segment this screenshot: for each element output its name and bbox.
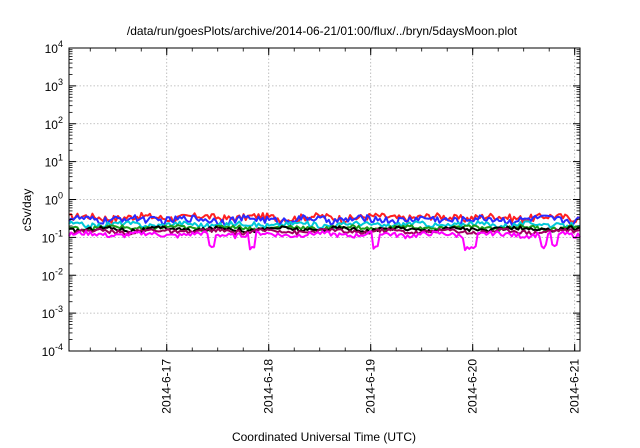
x-tick-label: 2014-6-18: [262, 359, 276, 414]
y-tick-label: 10-2: [42, 266, 63, 283]
y-tick-label: 104: [45, 39, 63, 56]
x-tick-labels: 2014-6-17 2014-6-18 2014-6-19 2014-6-20 2014…: [160, 359, 582, 414]
y-tick-label: 103: [45, 77, 63, 94]
y-tick-label: 101: [45, 153, 63, 170]
y-tick-label: 10-4: [42, 342, 63, 359]
series-line: [68, 220, 581, 230]
y-tick-label: 10-3: [42, 304, 63, 321]
series-line: [68, 214, 581, 227]
x-tick-label: 2014-6-19: [364, 359, 378, 414]
y-tick-label: 10-1: [42, 228, 63, 245]
y-tick-labels: 10-4 10-3 10-2 10-1 100 101 102 103 104: [42, 39, 63, 359]
y-tick-label: 102: [45, 115, 63, 132]
x-tick-label: 2014-6-20: [466, 359, 480, 414]
axis-ticks: [69, 47, 580, 352]
series-line: [68, 227, 581, 236]
series-line: [68, 230, 581, 252]
x-axis-label: Coordinated Universal Time (UTC): [232, 430, 416, 444]
x-tick-label: 2014-6-21: [568, 359, 582, 414]
grid-lines: [69, 48, 580, 351]
x-tick-label: 2014-6-17: [160, 359, 174, 414]
series-group: [68, 211, 581, 252]
chart-title: /data/run/goesPlots/archive/2014-06-21/0…: [127, 24, 518, 38]
y-axis-label: cSv/day: [20, 189, 34, 232]
series-line: [68, 225, 581, 234]
y-tick-label: 100: [45, 191, 63, 208]
